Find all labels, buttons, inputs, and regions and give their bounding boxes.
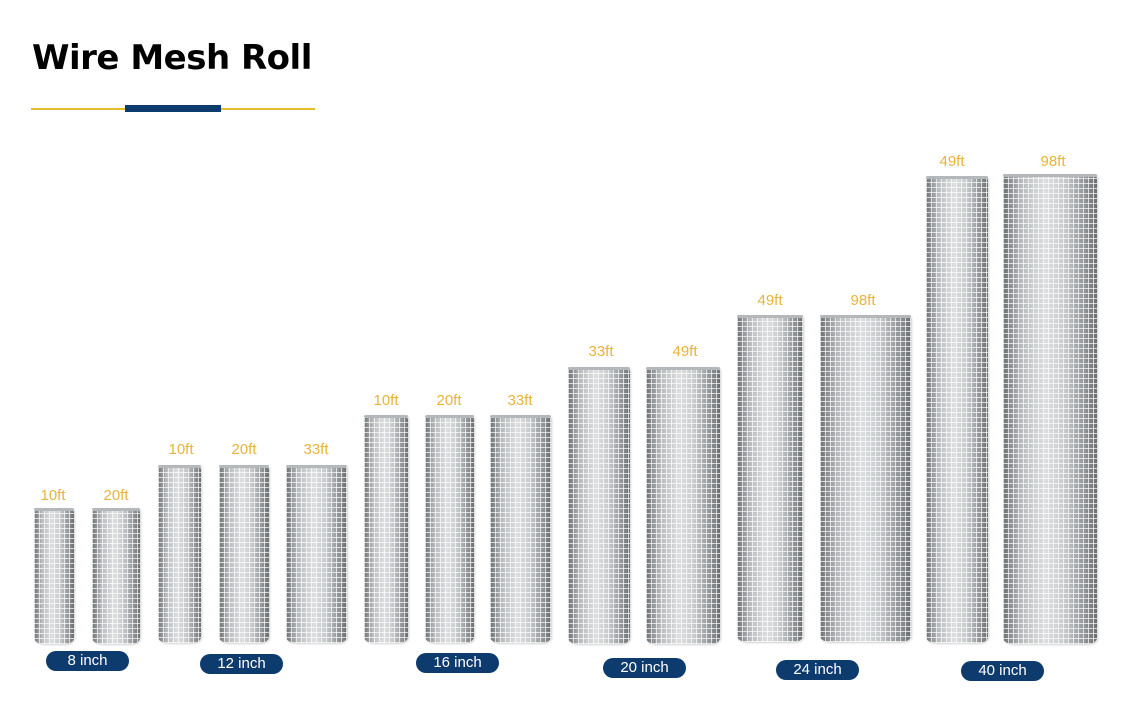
mesh-roll-image: [737, 315, 803, 642]
roll-length-label: 98ft: [850, 292, 876, 309]
width-badge: 24 inch: [776, 660, 859, 680]
mesh-roll-image: [219, 465, 269, 643]
mesh-roll-image: [1003, 174, 1097, 644]
title-underline-right: [221, 108, 315, 110]
mesh-roll-image: [820, 315, 911, 642]
roll-length-label: 10ft: [168, 441, 194, 458]
roll-length-label: 20ft: [231, 441, 257, 458]
mesh-roll-image: [926, 176, 988, 643]
width-badge: 16 inch: [416, 653, 499, 673]
mesh-roll-image: [425, 415, 474, 643]
roll-length-label: 10ft: [373, 392, 399, 409]
mesh-roll-image: [646, 367, 720, 644]
roll-length-label: 49ft: [672, 343, 698, 360]
roll-length-label: 20ft: [103, 487, 129, 504]
roll-length-label: 49ft: [757, 292, 783, 309]
roll-length-label: 20ft: [436, 392, 462, 409]
roll-length-label: 10ft: [40, 487, 66, 504]
mesh-roll-image: [364, 415, 408, 643]
width-badge: 40 inch: [961, 661, 1044, 681]
roll-length-label: 33ft: [507, 392, 533, 409]
mesh-roll-image: [158, 465, 201, 643]
width-badge: 8 inch: [46, 651, 129, 671]
title-underline-accent: [125, 105, 221, 112]
title-underline-left: [31, 108, 125, 110]
width-badge: 20 inch: [603, 658, 686, 678]
mesh-roll-image: [34, 508, 74, 644]
mesh-roll-image: [490, 415, 551, 643]
roll-length-label: 33ft: [303, 441, 329, 458]
roll-length-label: 98ft: [1040, 153, 1066, 170]
roll-length-label: 49ft: [939, 153, 965, 170]
mesh-roll-image: [568, 367, 630, 644]
roll-length-label: 33ft: [588, 343, 614, 360]
mesh-roll-image: [92, 508, 140, 644]
page-title: Wire Mesh Roll: [32, 38, 312, 78]
width-badge: 12 inch: [200, 654, 283, 674]
mesh-roll-image: [286, 465, 347, 643]
